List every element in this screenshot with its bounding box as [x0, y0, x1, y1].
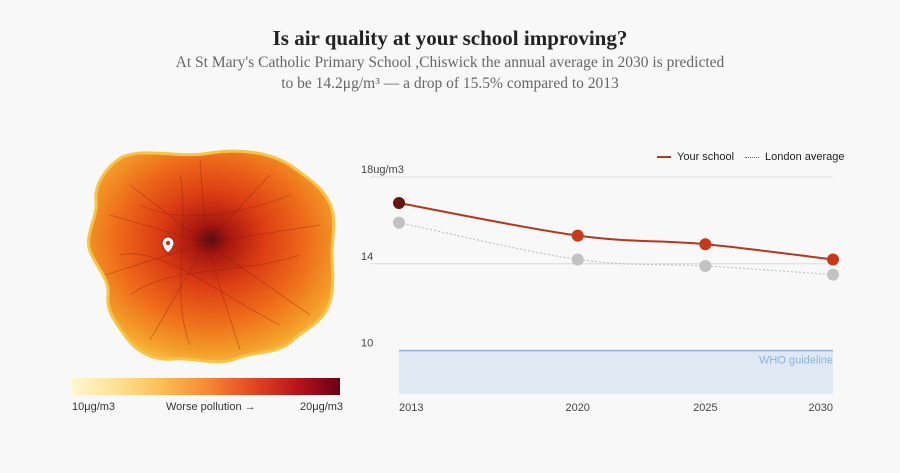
legend-your-school-label: Your school	[677, 151, 735, 163]
london-average-point[interactable]	[393, 216, 405, 229]
your-school-line	[398, 202, 834, 261]
legend-your-school: Your school	[657, 151, 734, 163]
your-school-points	[393, 197, 839, 266]
y-axis-labels: 18ug/m3 14 10	[361, 164, 404, 350]
x-tick-label: 2030	[809, 402, 833, 414]
pollution-scale-bar	[72, 378, 340, 395]
london-average-swatch	[745, 156, 759, 158]
your-school-point[interactable]	[571, 229, 584, 242]
pollution-map	[87, 149, 336, 364]
london-average-point[interactable]	[699, 259, 712, 272]
x-tick-label: 2020	[565, 402, 589, 414]
your-school-point[interactable]	[699, 238, 712, 251]
who-guideline-band	[399, 350, 833, 394]
scale-mid-label: Worse pollution →	[166, 401, 256, 413]
london-average-line	[398, 221, 834, 276]
scale-min-label: 10μg/m3	[72, 401, 116, 413]
page-subtitle: At St Mary's Catholic Primary School ,Ch…	[175, 54, 725, 92]
x-tick-label: 2025	[693, 402, 717, 414]
scale-max-label: 20μg/m3	[300, 401, 344, 413]
your-school-swatch	[657, 156, 671, 158]
your-school-point[interactable]	[393, 197, 405, 210]
london-average-points	[393, 216, 839, 281]
london-average-point[interactable]	[827, 268, 839, 281]
y-tick-label: 10	[361, 338, 373, 350]
page-title: Is air quality at your school improving?	[272, 26, 628, 50]
who-guideline-label: WHO guideline	[759, 355, 833, 367]
road-network	[104, 159, 321, 351]
london-outline	[87, 149, 336, 364]
grid-lines	[370, 176, 833, 265]
y-tick-label: 18ug/m3	[361, 164, 404, 176]
legend-london-average: London average	[745, 151, 845, 163]
london-average-point[interactable]	[571, 253, 584, 266]
legend-london-average-label: London average	[765, 151, 845, 163]
x-axis-labels: 2013 2020 2025 2030	[399, 402, 833, 414]
y-tick-label: 14	[361, 251, 373, 263]
your-school-point[interactable]	[827, 253, 839, 266]
location-pin-icon[interactable]	[161, 236, 175, 254]
x-tick-label: 2013	[399, 402, 423, 414]
